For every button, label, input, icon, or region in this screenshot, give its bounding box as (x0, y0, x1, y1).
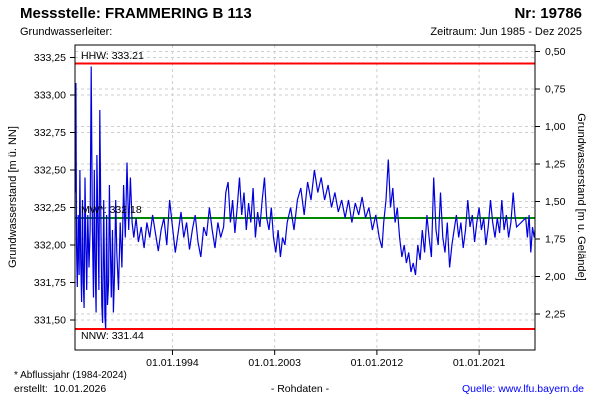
footnote-abflussjahr: * Abflussjahr (1984-2024) (14, 370, 127, 381)
x-tick-label: 01.01.2021 (453, 357, 506, 369)
left-tick-label: 331,50 (34, 314, 66, 326)
right-tick-label: 1,50 (545, 196, 566, 208)
nnw-line-label: NNW: 331.44 (81, 330, 144, 342)
source-link[interactable]: Quelle: www.lfu.bayern.de (462, 383, 584, 395)
mw-line-label: MW*: 332.18 (81, 204, 142, 216)
right-tick-label: 0,75 (545, 83, 566, 95)
right-tick-label: 0,50 (545, 46, 566, 58)
groundwater-trace (74, 66, 536, 330)
x-tick-label: 01.01.1994 (146, 357, 199, 369)
left-axis-title: Grundwasserstand [m ü. NN] (7, 126, 19, 268)
right-tick-label: 1,25 (545, 158, 566, 170)
left-tick-label: 332,75 (34, 127, 66, 139)
created-date: erstellt: 10.01.2026 (14, 383, 107, 395)
station-number: Nr: 19786 (514, 5, 582, 22)
left-tick-label: 332,50 (34, 164, 66, 176)
right-tick-label: 1,75 (545, 233, 566, 245)
aquifer-label: Grundwasserleiter: (20, 26, 113, 38)
x-tick-label: 01.01.2012 (351, 357, 404, 369)
period-label: Zeitraum: Jun 1985 - Dez 2025 (430, 26, 582, 38)
plot-frame (74, 44, 536, 351)
right-tick-label: 2,00 (545, 271, 566, 283)
left-tick-label: 332,25 (34, 202, 66, 214)
left-tick-label: 332,00 (34, 239, 66, 251)
right-tick-label: 1,00 (545, 121, 566, 133)
left-tick-label: 333,00 (34, 89, 66, 101)
x-tick-label: 01.01.2003 (248, 357, 301, 369)
right-tick-label: 2,25 (545, 308, 566, 320)
left-tick-label: 333,25 (34, 52, 66, 64)
data-type-label: - Rohdaten - (270, 383, 330, 395)
left-tick-label: 331,75 (34, 277, 66, 289)
right-axis-title: Grundwasserstand [m u. Gelände] (575, 113, 587, 281)
page-title: Messstelle: FRAMMERING B 113 (20, 5, 252, 22)
hhw-line-label: HHW: 333.21 (81, 50, 144, 62)
